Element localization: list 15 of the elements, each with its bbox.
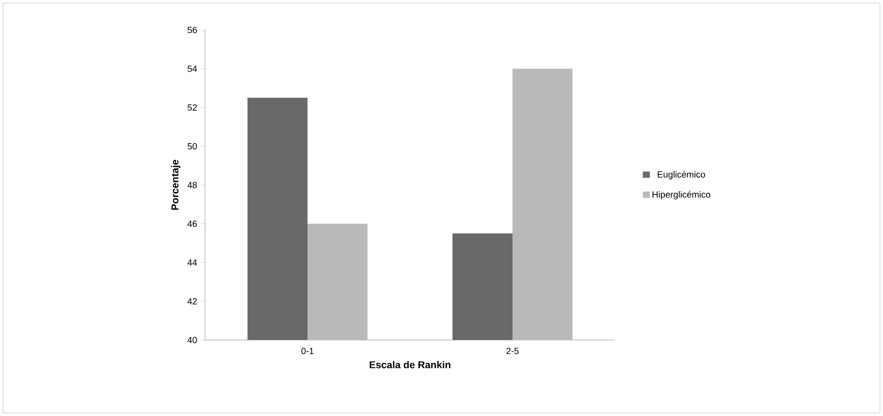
- y-tick-label: 46: [187, 220, 197, 227]
- x-tick-label: 2-5: [506, 348, 519, 354]
- y-tick-label: 52: [188, 104, 197, 111]
- y-tick-label: 42: [187, 298, 197, 304]
- x-axis-title: Escala de Rankin: [370, 360, 450, 368]
- y-tick-label: 48: [187, 182, 197, 188]
- y-tick-label: 54: [188, 66, 197, 72]
- y-tick-label: 56: [188, 26, 197, 34]
- y-tick-label: 44: [187, 259, 197, 266]
- y-tick-label: 40: [187, 336, 197, 344]
- legend-label: Euglicémico: [658, 170, 706, 180]
- x-tick-label: 0-1: [301, 348, 314, 354]
- legend-label: Hiperglicémico: [652, 190, 710, 200]
- y-tick-label: 50: [188, 143, 197, 150]
- y-axis-title: Porcentaje: [171, 160, 180, 210]
